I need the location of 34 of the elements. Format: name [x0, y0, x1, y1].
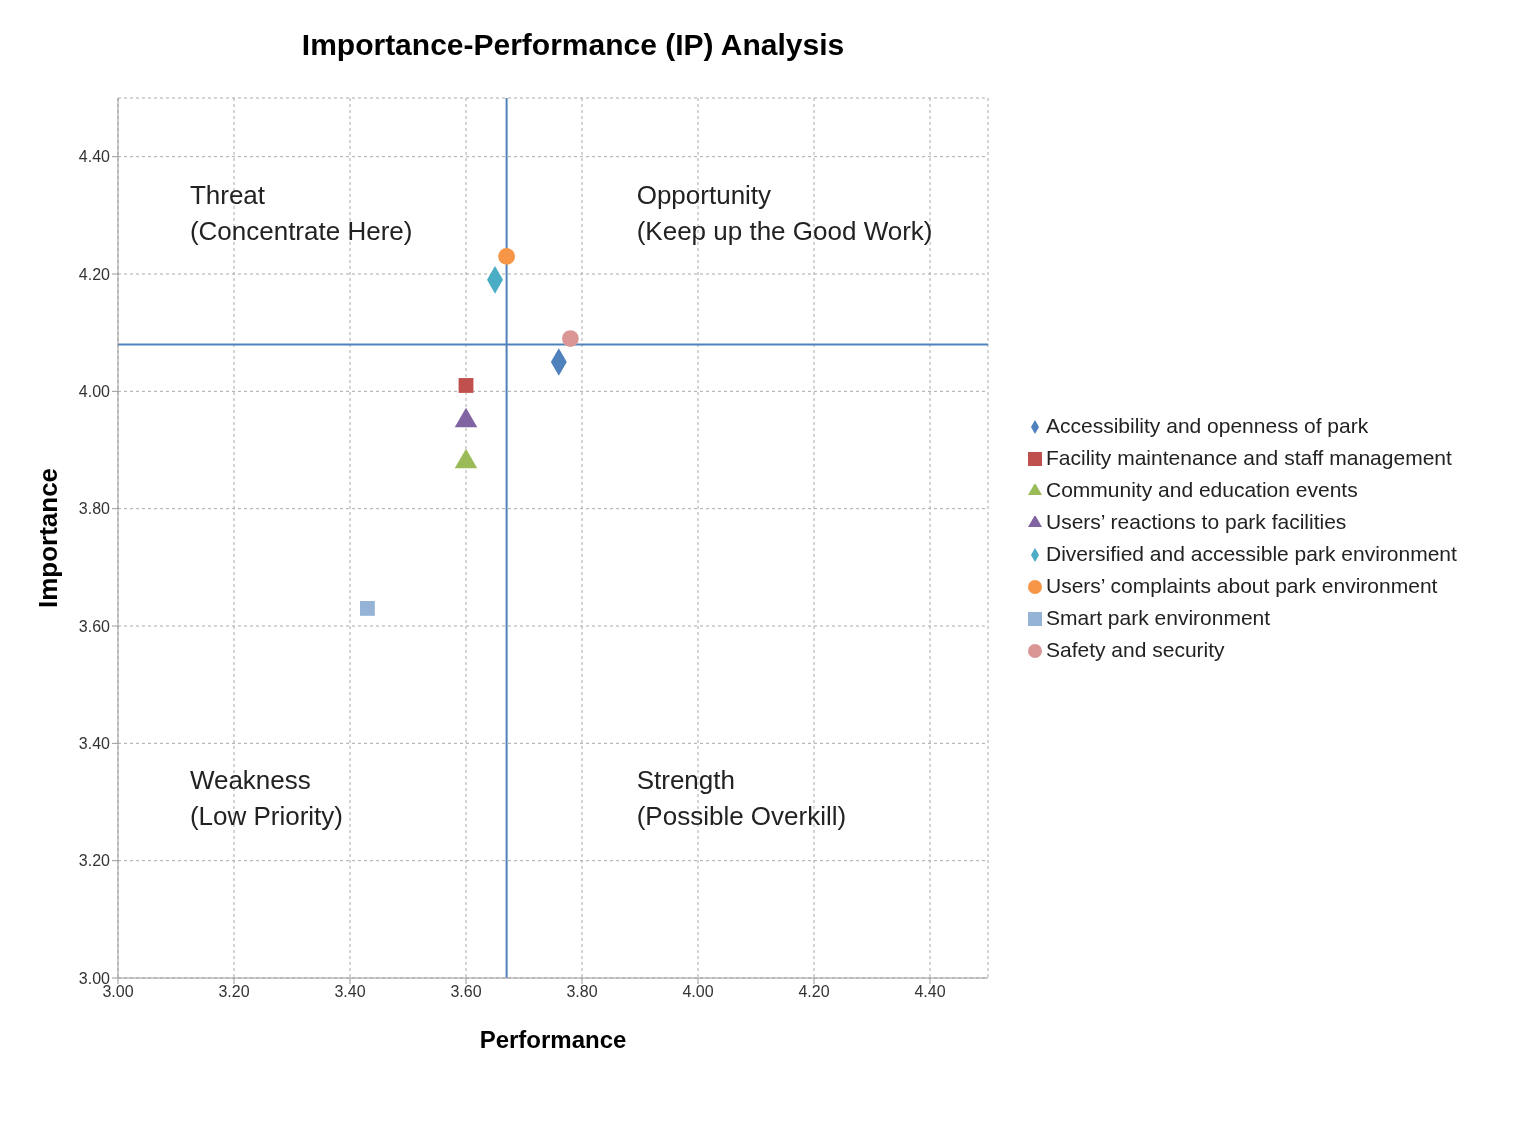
point: [562, 330, 579, 347]
y-tick-label: 3.60: [78, 617, 111, 635]
legend-label: Users’ reactions to park facilities: [1046, 510, 1347, 533]
y-tick-label: 4.00: [78, 383, 111, 401]
legend-label: Facility maintenance and staff management: [1046, 446, 1452, 469]
y-tick-label: 3.80: [78, 500, 111, 518]
x-tick-label: 4.20: [798, 983, 830, 1001]
x-tick-label: 4.40: [914, 983, 946, 1001]
y-tick-label: 3.20: [78, 852, 111, 870]
x-tick-label: 4.00: [682, 983, 714, 1001]
annotation: Threat (Concentrate Here): [189, 179, 413, 249]
x-tick-label: 3.20: [218, 983, 250, 1001]
x-tick-label: 3.60: [450, 983, 482, 1001]
point: [498, 248, 515, 265]
y-tick-label: 4.20: [78, 265, 111, 283]
x-tick-label: 3.40: [334, 983, 366, 1001]
x-tick-label: 3.00: [102, 983, 134, 1001]
y-tick-label: 4.40: [78, 148, 111, 166]
legend-label: Safety and security: [1046, 638, 1225, 661]
x-tick-label: 3.80: [566, 983, 598, 1001]
legend-label: Accessibility and openness of park: [1046, 414, 1369, 437]
legend-label: Diversified and accessible park environment: [1046, 542, 1457, 565]
annotation: Weakness (Low Priority): [189, 764, 344, 834]
x-axis-title: Performance: [479, 1026, 627, 1053]
point: [458, 378, 474, 393]
legend-label: Users’ complaints about park environment: [1046, 574, 1438, 597]
legend-label: Smart park environment: [1046, 606, 1271, 629]
y-axis-title: Importance: [33, 467, 64, 609]
annotation: Strength (Possible Overkill): [636, 764, 847, 834]
point: [359, 600, 375, 616]
annotation: Opportunity (Keep up the Good Work): [636, 179, 933, 249]
legend-label: Community and education events: [1046, 478, 1358, 501]
chart-title: Importance-Performance (IP) Analysis: [300, 28, 846, 62]
y-tick-label: 3.40: [78, 735, 111, 753]
